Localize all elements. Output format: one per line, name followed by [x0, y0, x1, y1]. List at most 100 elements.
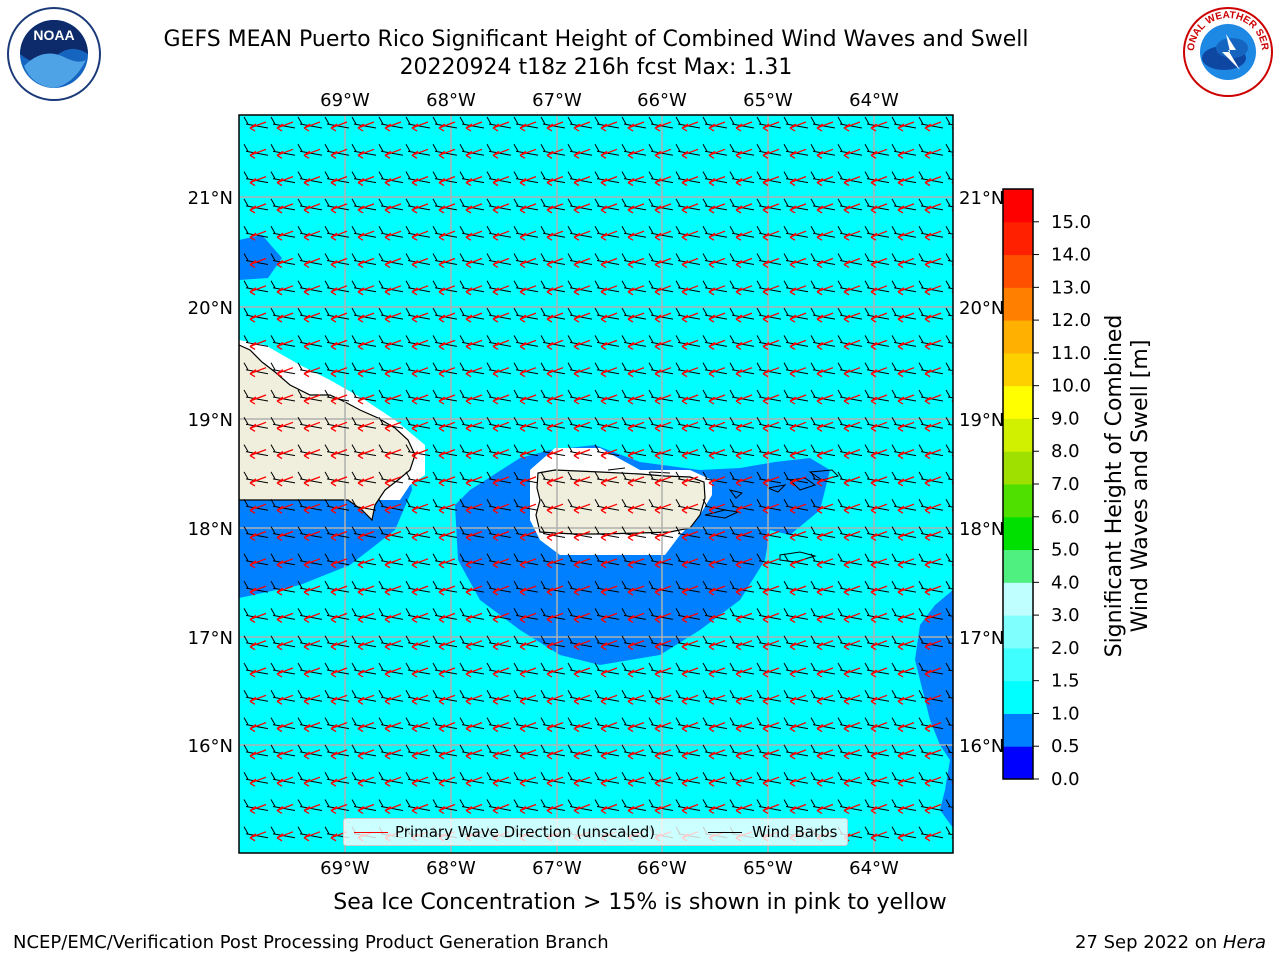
wave-direction-arrow: [492, 257, 510, 269]
wave-direction-arrow: [735, 339, 753, 350]
wave-direction-arrow: [870, 203, 888, 214]
wave-direction-arrow: [816, 421, 834, 432]
wave-direction-arrow: [654, 721, 672, 733]
wave-direction-arrow: [600, 230, 618, 241]
wave-direction-arrow: [411, 148, 429, 159]
wave-direction-arrow: [681, 612, 699, 623]
wave-direction-arrow: [897, 285, 915, 296]
wave-direction-arrow: [303, 721, 321, 733]
lat-label-left: 18°N: [188, 519, 233, 540]
wave-direction-arrow: [438, 476, 456, 487]
wave-direction-arrow: [897, 831, 915, 842]
wave-direction-arrow: [654, 503, 672, 514]
wave-direction-arrow: [816, 476, 834, 487]
wave-direction-arrow: [492, 749, 510, 760]
wave-direction-arrow: [789, 694, 807, 705]
wave-direction-arrow: [762, 776, 780, 787]
wave-direction-arrow: [924, 257, 942, 269]
wave-direction-arrow: [573, 558, 591, 569]
wave-direction-arrow: [249, 230, 267, 241]
wave-direction-arrow: [303, 803, 321, 815]
wave-direction-arrow: [438, 503, 456, 514]
wave-direction-arrow: [276, 257, 294, 269]
wave-direction-arrow: [330, 121, 348, 132]
wave-direction-arrow: [357, 121, 375, 132]
wave-direction-arrow: [600, 721, 618, 733]
wave-direction-arrow: [843, 230, 861, 241]
wave-direction-arrow: [789, 448, 807, 460]
wave-direction-arrow: [546, 585, 564, 596]
wave-direction-arrow: [654, 367, 672, 378]
wave-direction-arrow: [951, 481, 953, 485]
colorbar-segment: [1003, 287, 1033, 321]
wave-direction-arrow: [519, 175, 537, 187]
wind-barb: [945, 307, 953, 317]
wave-direction-arrow: [654, 612, 672, 623]
wave-direction-arrow: [627, 558, 645, 569]
wave-direction-arrow: [654, 148, 672, 159]
wave-direction-arrow: [438, 230, 456, 241]
wave-direction-arrow: [735, 257, 753, 269]
wave-direction-arrow: [897, 749, 915, 760]
wave-direction-arrow: [492, 721, 510, 733]
wave-direction-arrow: [546, 667, 564, 678]
colorbar-segment: [1003, 451, 1033, 485]
wave-direction-arrow: [627, 257, 645, 269]
wave-direction-arrow: [789, 312, 807, 323]
wave-direction-arrow: [330, 749, 348, 760]
wave-direction-arrow: [600, 776, 618, 787]
wave-direction-arrow: [519, 476, 537, 487]
wave-direction-arrow: [789, 667, 807, 678]
wave-direction-arrow: [681, 476, 699, 487]
wave-direction-arrow: [843, 776, 861, 787]
wave-direction-arrow: [816, 503, 834, 514]
wave-direction-arrow: [249, 612, 267, 623]
wave-direction-arrow: [384, 585, 402, 596]
wind-barb: [945, 253, 953, 262]
wave-direction-arrow: [276, 749, 294, 760]
wave-direction-arrow: [276, 640, 294, 651]
wave-direction-arrow: [438, 721, 456, 733]
wave-direction-arrow: [600, 121, 618, 132]
wave-direction-arrow: [384, 640, 402, 651]
wave-direction-arrow: [411, 476, 429, 487]
wave-direction-arrow: [276, 175, 294, 187]
wind-barb: [945, 690, 953, 699]
wave-direction-arrow: [573, 721, 591, 733]
wave-direction-arrow: [492, 230, 510, 241]
wave-direction-arrow: [357, 694, 375, 705]
wind-barb: [945, 471, 953, 481]
wave-direction-arrow: [411, 175, 429, 187]
wave-direction-arrow: [330, 585, 348, 596]
lat-label-left: 16°N: [188, 736, 233, 757]
wave-direction-arrow: [465, 530, 483, 542]
wave-direction-arrow: [816, 312, 834, 323]
wave-direction-arrow: [897, 530, 915, 542]
wind-barb: [945, 526, 953, 535]
wave-direction-arrow: [843, 421, 861, 432]
wave-direction-arrow: [870, 776, 888, 787]
wave-direction-arrow: [303, 694, 321, 705]
wave-direction-arrow: [627, 503, 645, 514]
wave-direction-arrow: [249, 394, 267, 405]
wave-direction-arrow: [303, 585, 321, 596]
wave-direction-arrow: [573, 667, 591, 678]
wave-direction-arrow: [924, 339, 942, 350]
wave-direction-arrow: [492, 203, 510, 214]
wave-direction-arrow: [627, 394, 645, 405]
wave-direction-arrow: [384, 257, 402, 269]
wave-direction-arrow: [276, 339, 294, 350]
wave-direction-arrow: [735, 175, 753, 187]
wave-direction-arrow: [411, 530, 429, 542]
wave-direction-arrow: [681, 803, 699, 815]
wave-direction-arrow: [411, 667, 429, 678]
wind-barb: [945, 417, 953, 426]
wave-direction-arrow: [762, 339, 780, 350]
wave-direction-arrow: [708, 203, 726, 214]
wave-direction-arrow: [762, 367, 780, 378]
wave-direction-arrow: [465, 367, 483, 378]
wave-direction-arrow: [330, 721, 348, 733]
wave-direction-arrow: [546, 367, 564, 378]
wave-direction-arrow: [303, 175, 321, 187]
wave-direction-arrow: [438, 339, 456, 350]
